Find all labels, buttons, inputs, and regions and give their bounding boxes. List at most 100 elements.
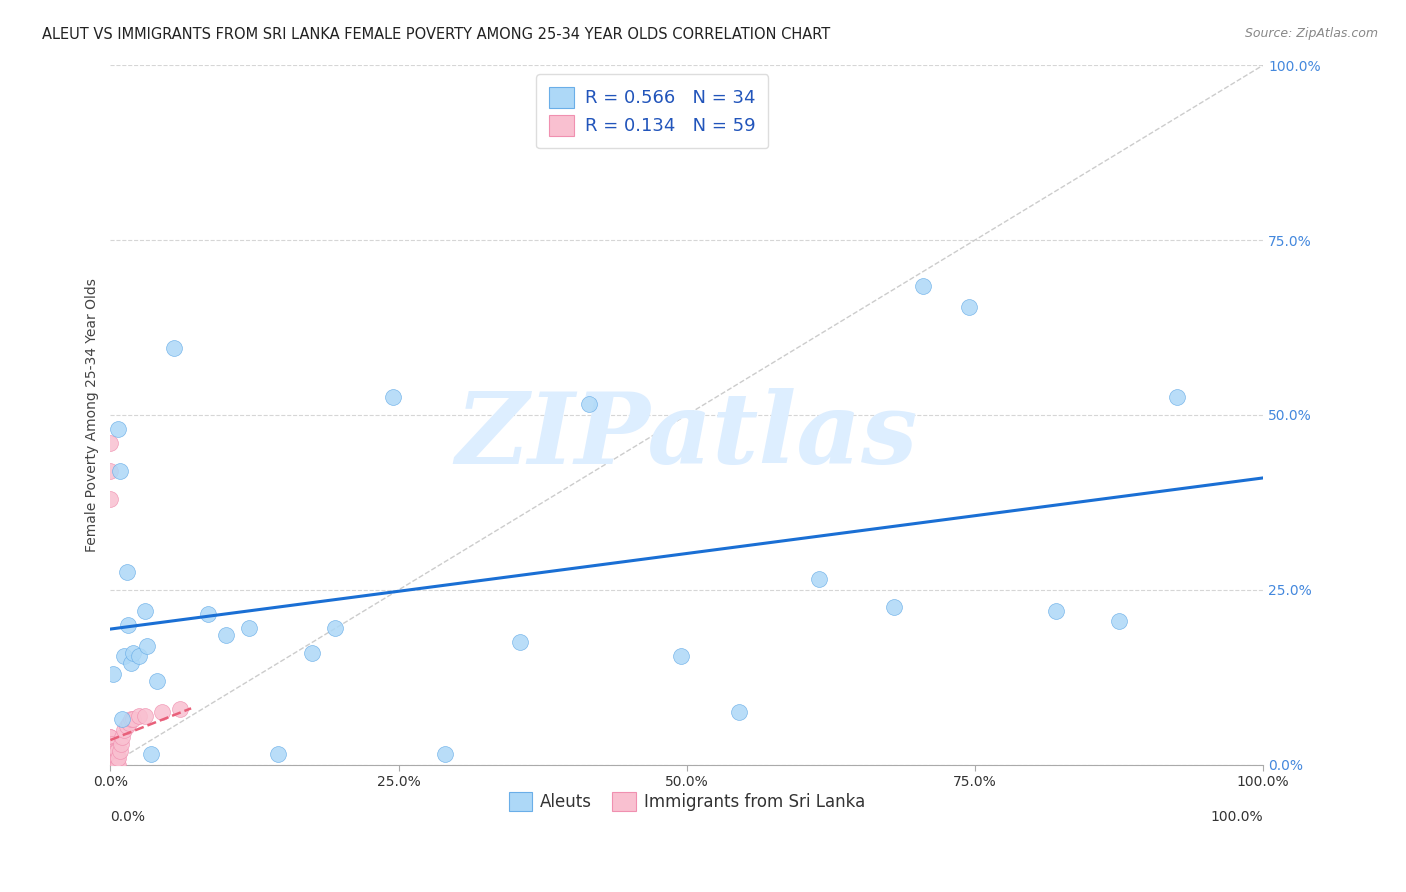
Point [100, 737, 122, 751]
Point [111, 730, 134, 744]
Point [104, 757, 127, 772]
Point [139, 747, 162, 762]
Point [100, 751, 122, 765]
Point [111, 712, 134, 726]
Point [509, 635, 531, 649]
Point [136, 639, 159, 653]
Point [105, 751, 128, 765]
Point [100, 757, 122, 772]
Point [145, 673, 167, 688]
Point [103, 744, 125, 758]
Point [118, 715, 141, 730]
Point [100, 737, 122, 751]
Point [100, 757, 122, 772]
Point [105, 757, 128, 772]
Point [301, 646, 323, 660]
Point [115, 719, 138, 733]
Point [100, 757, 122, 772]
Point [107, 422, 129, 436]
Point [105, 744, 128, 758]
Point [134, 709, 156, 723]
Point [1045, 604, 1067, 618]
Point [100, 757, 122, 772]
Point [101, 751, 124, 765]
Point [727, 706, 749, 720]
Point [112, 649, 135, 664]
Point [100, 757, 122, 772]
Point [100, 757, 122, 772]
Point [100, 757, 122, 772]
Point [101, 757, 124, 772]
Point [323, 621, 346, 635]
Text: ALEUT VS IMMIGRANTS FROM SRI LANKA FEMALE POVERTY AMONG 25-34 YEAR OLDS CORRELAT: ALEUT VS IMMIGRANTS FROM SRI LANKA FEMAL… [42, 27, 831, 42]
Point [108, 464, 131, 478]
Point [101, 666, 124, 681]
Point [103, 751, 125, 765]
Point [1108, 615, 1130, 629]
Point [105, 751, 128, 765]
Point [100, 757, 122, 772]
Point [101, 757, 124, 772]
Point [381, 391, 404, 405]
Text: ZIPatlas: ZIPatlas [456, 388, 918, 484]
Point [578, 397, 600, 411]
Point [107, 757, 129, 772]
Point [100, 757, 122, 772]
Point [100, 491, 122, 506]
Point [105, 757, 128, 772]
Point [115, 566, 138, 580]
Point [104, 751, 127, 765]
Point [433, 747, 456, 762]
Point [101, 744, 124, 758]
Point [100, 744, 122, 758]
Point [100, 730, 122, 744]
Point [150, 706, 173, 720]
Text: 100.0%: 100.0% [1211, 810, 1263, 824]
Point [103, 757, 125, 772]
Point [957, 300, 980, 314]
Point [100, 464, 122, 478]
Point [100, 757, 122, 772]
Point [120, 657, 142, 671]
Point [238, 621, 260, 635]
Point [669, 649, 692, 664]
Point [100, 751, 122, 765]
Point [122, 646, 145, 660]
Text: 0.0%: 0.0% [111, 810, 145, 824]
Point [808, 573, 831, 587]
Point [100, 744, 122, 758]
Point [120, 712, 142, 726]
Point [100, 436, 122, 450]
Y-axis label: Female Poverty Among 25-34 Year Olds: Female Poverty Among 25-34 Year Olds [86, 278, 100, 552]
Point [128, 709, 150, 723]
Point [163, 342, 186, 356]
Point [107, 751, 129, 765]
Point [134, 604, 156, 618]
Point [103, 751, 125, 765]
Point [100, 730, 122, 744]
Point [100, 751, 122, 765]
Point [1166, 391, 1188, 405]
Point [215, 628, 238, 642]
Point [100, 757, 122, 772]
Point [883, 600, 905, 615]
Point [100, 751, 122, 765]
Point [266, 747, 288, 762]
Legend: Aleuts, Immigrants from Sri Lanka: Aleuts, Immigrants from Sri Lanka [501, 783, 873, 820]
Point [112, 723, 135, 737]
Text: Source: ZipAtlas.com: Source: ZipAtlas.com [1244, 27, 1378, 40]
Point [117, 618, 139, 632]
Point [128, 649, 150, 664]
Point [105, 744, 128, 758]
Point [108, 744, 131, 758]
Point [100, 757, 122, 772]
Point [912, 278, 935, 293]
Point [169, 702, 191, 716]
Point [122, 712, 145, 726]
Point [101, 751, 124, 765]
Point [100, 757, 122, 772]
Point [110, 737, 132, 751]
Point [100, 757, 122, 772]
Point [197, 607, 219, 622]
Point [100, 757, 122, 772]
